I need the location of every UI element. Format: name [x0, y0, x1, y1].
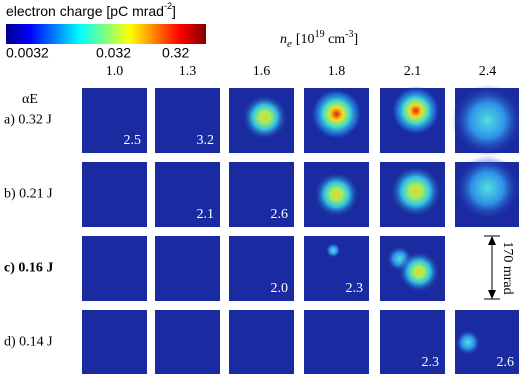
- beam-spot: [310, 88, 363, 140]
- beam-spot: [391, 86, 441, 136]
- cell-note: 2.3: [422, 355, 440, 370]
- cell-image: [229, 310, 294, 374]
- beam-spot: [242, 94, 288, 140]
- cell: [380, 310, 445, 374]
- cell-image: [82, 236, 147, 301]
- cell: [155, 310, 220, 374]
- header: ne [1019 cm-3]: [280, 29, 358, 49]
- cell: [380, 86, 445, 153]
- cell: [82, 162, 147, 227]
- unit: [10: [296, 32, 315, 47]
- label-sup: -2: [164, 1, 172, 11]
- beam-spot: [313, 171, 360, 218]
- row-label: d) 0.14 J: [4, 335, 53, 350]
- colorbar-tick: 0.0032: [6, 45, 49, 61]
- beam-spot: [325, 242, 342, 259]
- row-header: αE: [22, 92, 38, 107]
- cell: [229, 88, 294, 153]
- symbol: n: [280, 32, 287, 47]
- colorbar-tick: 0.32: [162, 45, 189, 61]
- unit-end: ]: [354, 32, 359, 47]
- cell-note: 2.5: [124, 133, 142, 148]
- cell: [82, 310, 147, 374]
- cell-image: [155, 162, 220, 227]
- colorbar: [6, 24, 206, 44]
- cell: [155, 236, 220, 301]
- beam-spot: [451, 84, 519, 157]
- scale-bar: 170 mrad: [484, 235, 515, 300]
- cell: [380, 162, 445, 227]
- cell: [304, 162, 369, 227]
- row-label: a) 0.32 J: [4, 113, 52, 128]
- cell-note: 2.3: [346, 281, 364, 296]
- cell: [82, 236, 147, 301]
- column-label: 2.1: [404, 64, 422, 79]
- cell: [155, 162, 220, 227]
- cell: [380, 236, 445, 301]
- row-label: b) 0.21 J: [4, 187, 53, 202]
- cell: [229, 310, 294, 374]
- cell-note: 2.6: [271, 207, 289, 222]
- beam-spot: [455, 329, 481, 356]
- cell-image: [82, 310, 147, 374]
- cell: [229, 162, 294, 227]
- label-text: electron charge [pC mrad: [6, 3, 164, 19]
- cell-note: 2.6: [497, 355, 515, 370]
- colorbar-label: electron charge [pC mrad-2]: [6, 1, 176, 18]
- cell: [82, 88, 147, 153]
- cell: [455, 310, 519, 374]
- label-end: ]: [172, 3, 176, 19]
- column-label: 2.4: [479, 64, 497, 79]
- scale-label: 170 mrad: [500, 241, 515, 294]
- cell-image: [155, 88, 220, 153]
- column-label: 1.3: [179, 64, 197, 79]
- cell: [155, 88, 220, 153]
- cell-image: [155, 236, 220, 301]
- beam-spot: [398, 250, 440, 293]
- unit-mid: cm: [325, 32, 346, 47]
- row-label: c) 0.16 J: [4, 261, 53, 276]
- cell: [304, 310, 369, 374]
- column-label: 1.6: [253, 64, 271, 79]
- cell-note: 2.0: [271, 281, 289, 296]
- cell: [229, 236, 294, 301]
- cell-image: [304, 310, 369, 374]
- unit-sup: 19: [315, 29, 325, 40]
- unit-sup: -3: [345, 29, 353, 40]
- cell-image: [155, 310, 220, 374]
- cell: [451, 84, 519, 157]
- cell: [455, 155, 519, 227]
- cell-note: 2.1: [197, 207, 215, 222]
- column-label: 1.0: [106, 64, 124, 79]
- colorbar-tick: 0.032: [96, 45, 131, 61]
- cell-image: [82, 162, 147, 227]
- cell-image: [380, 310, 445, 374]
- column-label: 1.8: [328, 64, 346, 79]
- cell-image: [229, 236, 294, 301]
- symbol-sub: e: [287, 38, 292, 50]
- beam-spot: [455, 155, 519, 221]
- cell-note: 3.2: [197, 133, 215, 148]
- beam-spot: [389, 165, 442, 218]
- cell: [304, 88, 369, 153]
- cell-image: [229, 162, 294, 227]
- cell-image: [82, 88, 147, 153]
- cell: [304, 236, 369, 301]
